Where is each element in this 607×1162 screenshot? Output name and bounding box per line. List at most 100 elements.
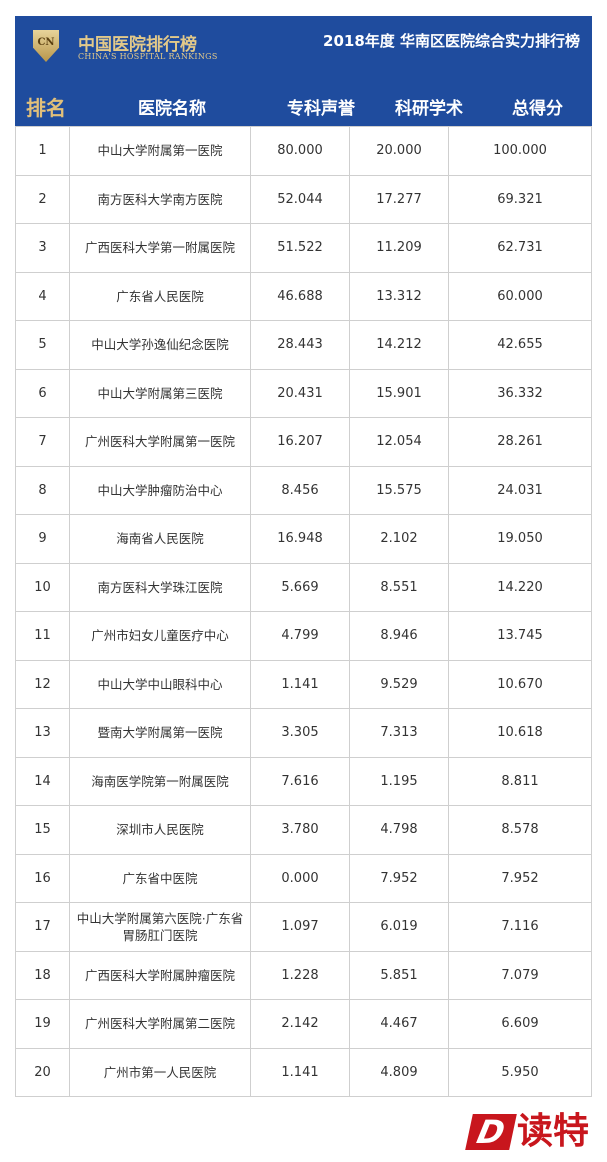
- table-row: 10 南方医科大学珠江医院 5.669 8.551 14.220: [15, 562, 592, 612]
- total-score: 100.000: [448, 126, 592, 176]
- rank: 18: [15, 950, 70, 1000]
- research-score: 11.209: [349, 223, 449, 273]
- hospital-name: 中山大学中山眼科中心: [69, 659, 251, 709]
- header-rank: 排名: [26, 95, 66, 120]
- hospital-name: 广州医科大学附属第一医院: [69, 417, 251, 467]
- research-score: 7.313: [349, 708, 449, 758]
- table-row: 6 中山大学附属第三医院 20.431 15.901 36.332: [15, 368, 592, 418]
- hospital-name: 海南省人民医院: [69, 514, 251, 564]
- ranking-sheet: CN 中国医院排行榜 CHINA'S HOSPITAL RANKINGS 201…: [15, 16, 592, 1097]
- reputation-score: 28.443: [250, 320, 350, 370]
- reputation-score: 1.097: [250, 902, 350, 952]
- research-score: 14.212: [349, 320, 449, 370]
- hospital-name: 广东省中医院: [69, 853, 251, 903]
- rank: 9: [15, 514, 70, 564]
- hospital-name: 中山大学附属第六医院·广东省胃肠肛门医院: [69, 902, 251, 952]
- total-score: 6.609: [448, 999, 592, 1049]
- hospital-name: 南方医科大学南方医院: [69, 174, 251, 224]
- table-row: 14 海南医学院第一附属医院 7.616 1.195 8.811: [15, 756, 592, 806]
- brand-subtitle: CHINA'S HOSPITAL RANKINGS: [78, 52, 218, 61]
- hospital-name: 广西医科大学附属肿瘤医院: [69, 950, 251, 1000]
- research-score: 9.529: [349, 659, 449, 709]
- reputation-score: 80.000: [250, 126, 350, 176]
- rank: 14: [15, 756, 70, 806]
- table-row: 3 广西医科大学第一附属医院 51.522 11.209 62.731: [15, 223, 592, 273]
- reputation-score: 1.141: [250, 1047, 350, 1097]
- reputation-score: 8.456: [250, 465, 350, 515]
- research-score: 1.195: [349, 756, 449, 806]
- reputation-score: 46.688: [250, 271, 350, 321]
- hospital-name: 广东省人民医院: [69, 271, 251, 321]
- table-row: 5 中山大学孙逸仙纪念医院 28.443 14.212 42.655: [15, 320, 592, 370]
- total-score: 14.220: [448, 562, 592, 612]
- table-row: 1 中山大学附属第一医院 80.000 20.000 100.000: [15, 126, 592, 176]
- research-score: 17.277: [349, 174, 449, 224]
- hospital-name: 广西医科大学第一附属医院: [69, 223, 251, 273]
- research-score: 20.000: [349, 126, 449, 176]
- total-score: 28.261: [448, 417, 592, 467]
- total-score: 10.670: [448, 659, 592, 709]
- total-score: 7.079: [448, 950, 592, 1000]
- total-score: 69.321: [448, 174, 592, 224]
- reputation-score: 51.522: [250, 223, 350, 273]
- total-score: 36.332: [448, 368, 592, 418]
- reputation-score: 2.142: [250, 999, 350, 1049]
- research-score: 15.575: [349, 465, 449, 515]
- research-score: 5.851: [349, 950, 449, 1000]
- page-title: 2018年度 华南区医院综合实力排行榜: [323, 32, 580, 50]
- research-score: 13.312: [349, 271, 449, 321]
- research-score: 8.946: [349, 611, 449, 661]
- reputation-score: 5.669: [250, 562, 350, 612]
- reputation-score: 20.431: [250, 368, 350, 418]
- table-row: 19 广州医科大学附属第二医院 2.142 4.467 6.609: [15, 999, 592, 1049]
- research-score: 12.054: [349, 417, 449, 467]
- header-reputation: 专科声誉: [287, 98, 355, 119]
- hospital-name: 南方医科大学珠江医院: [69, 562, 251, 612]
- rank: 2: [15, 174, 70, 224]
- header-total: 总得分: [512, 98, 563, 119]
- total-score: 8.578: [448, 805, 592, 855]
- total-score: 7.952: [448, 853, 592, 903]
- total-score: 5.950: [448, 1047, 592, 1097]
- column-headers: 排名 医院名称 专科声誉 科研学术 总得分: [15, 88, 592, 124]
- rank: 7: [15, 417, 70, 467]
- table-row: 7 广州医科大学附属第一医院 16.207 12.054 28.261: [15, 417, 592, 467]
- rank: 17: [15, 902, 70, 952]
- rank: 12: [15, 659, 70, 709]
- total-score: 10.618: [448, 708, 592, 758]
- hospital-name: 海南医学院第一附属医院: [69, 756, 251, 806]
- rank: 6: [15, 368, 70, 418]
- reputation-score: 16.948: [250, 514, 350, 564]
- rank: 10: [15, 562, 70, 612]
- research-score: 4.809: [349, 1047, 449, 1097]
- table-row: 8 中山大学肿瘤防治中心 8.456 15.575 24.031: [15, 465, 592, 515]
- table-row: 2 南方医科大学南方医院 52.044 17.277 69.321: [15, 174, 592, 224]
- research-score: 8.551: [349, 562, 449, 612]
- table-row: 12 中山大学中山眼科中心 1.141 9.529 10.670: [15, 659, 592, 709]
- table-row: 13 暨南大学附属第一医院 3.305 7.313 10.618: [15, 708, 592, 758]
- reputation-score: 4.799: [250, 611, 350, 661]
- header-hospital: 医院名称: [138, 98, 206, 119]
- reputation-score: 16.207: [250, 417, 350, 467]
- reputation-score: 1.228: [250, 950, 350, 1000]
- table-row: 4 广东省人民医院 46.688 13.312 60.000: [15, 271, 592, 321]
- table-row: 15 深圳市人民医院 3.780 4.798 8.578: [15, 805, 592, 855]
- reputation-score: 1.141: [250, 659, 350, 709]
- research-score: 15.901: [349, 368, 449, 418]
- research-score: 6.019: [349, 902, 449, 952]
- hospital-name: 深圳市人民医院: [69, 805, 251, 855]
- watermark-text: 读特: [516, 1111, 589, 1152]
- rank: 1: [15, 126, 70, 176]
- total-score: 60.000: [448, 271, 592, 321]
- hospital-name: 中山大学附属第一医院: [69, 126, 251, 176]
- hospital-name: 暨南大学附属第一医院: [69, 708, 251, 758]
- brand-name: 中国医院排行榜: [78, 35, 197, 55]
- rank: 3: [15, 223, 70, 273]
- table-row: 18 广西医科大学附属肿瘤医院 1.228 5.851 7.079: [15, 950, 592, 1000]
- hospital-name: 广州市妇女儿童医疗中心: [69, 611, 251, 661]
- total-score: 42.655: [448, 320, 592, 370]
- table-row: 16 广东省中医院 0.000 7.952 7.952: [15, 853, 592, 903]
- hospital-name: 中山大学孙逸仙纪念医院: [69, 320, 251, 370]
- rank: 19: [15, 999, 70, 1049]
- total-score: 62.731: [448, 223, 592, 273]
